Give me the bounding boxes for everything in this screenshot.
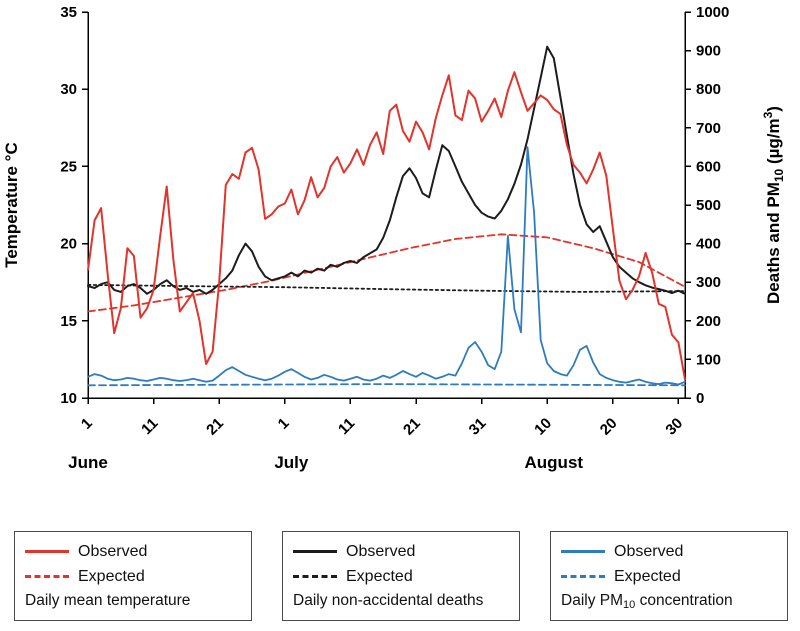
x-tick-label: 10 <box>531 415 555 439</box>
y-left-axis-title: Temperature °C <box>2 142 21 268</box>
x-tick-label: 30 <box>662 415 686 439</box>
y-left-tick-label: 25 <box>60 158 77 175</box>
series-temp-expected-line <box>87 233 686 313</box>
y-right-tick-label: 300 <box>696 274 721 291</box>
y-right-tick-label: 500 <box>696 197 721 214</box>
y-right-tick-label: 1000 <box>696 4 729 21</box>
legend-observed-label: Observed <box>78 542 148 560</box>
y-left-tick-label: 30 <box>60 81 77 98</box>
legend-observed-line-pm10 <box>561 550 605 553</box>
y-right-tick-label: 0 <box>696 390 704 407</box>
text-part: Daily PM <box>561 592 624 609</box>
series-temp-observed-line <box>87 71 686 381</box>
legend-box-temperature: Observed Expected Daily mean temperature <box>14 531 252 621</box>
text-part: 10 <box>623 599 636 611</box>
legend-row-expected: Expected <box>561 564 777 589</box>
legend-observed-label: Observed <box>614 542 684 560</box>
legend-row-observed: Observed <box>561 539 777 564</box>
legend-caption-pm10: Daily PM10 concentration <box>561 592 777 611</box>
y-left-tick-label: 10 <box>60 390 77 407</box>
legend-row-expected: Expected <box>25 564 241 589</box>
series-pm10-expected-line <box>87 383 686 387</box>
legend-expected-label: Expected <box>78 567 145 585</box>
legend-expected-line-temperature <box>25 575 69 578</box>
axis-title-part: 3 <box>761 111 775 118</box>
x-tick-label: 11 <box>335 415 358 438</box>
legend-caption-deaths: Daily non-accidental deaths <box>293 592 509 610</box>
legend-caption-temperature: Daily mean temperature <box>25 592 241 610</box>
y-left-tick-label: 20 <box>60 236 77 253</box>
series-deaths-observed-line <box>87 45 686 295</box>
y-right-axis-title: Deaths and PM10 (µg/m3) <box>761 106 786 304</box>
legend: Observed Expected Daily mean temperature… <box>14 531 788 621</box>
text-part: concentration <box>635 592 733 609</box>
legend-row-observed: Observed <box>293 539 509 564</box>
month-label-july: July <box>274 453 309 472</box>
legend-expected-label: Expected <box>346 567 413 585</box>
month-label-august: August <box>525 453 584 472</box>
y-left-tick-label: 35 <box>60 4 77 21</box>
month-label-june: June <box>68 453 108 472</box>
axis-title-part: ) <box>764 106 783 112</box>
legend-box-deaths: Observed Expected Daily non-accidental d… <box>282 531 520 621</box>
series-deaths-expected-line <box>87 283 686 293</box>
y-right-tick-label: 100 <box>696 351 721 368</box>
x-tick-label: 20 <box>597 415 621 439</box>
legend-box-pm10: Observed Expected Daily PM10 concentrati… <box>550 531 788 621</box>
legend-expected-line-pm10 <box>561 575 605 578</box>
legend-observed-line-temperature <box>25 550 69 553</box>
legend-expected-label: Expected <box>614 567 681 585</box>
legend-row-expected: Expected <box>293 564 509 589</box>
y-right-tick-label: 400 <box>696 236 721 253</box>
x-tick-label: 1 <box>78 415 96 433</box>
y-right-tick-label: 700 <box>696 120 721 137</box>
axis-title-part: 10 <box>772 168 786 182</box>
x-tick-label: 21 <box>400 415 424 439</box>
legend-observed-line-deaths <box>293 550 337 553</box>
text-part: Daily non-accidental deaths <box>293 592 484 609</box>
text-part: Daily mean temperature <box>25 592 191 609</box>
legend-observed-label: Observed <box>346 542 416 560</box>
y-right-tick-label: 900 <box>696 43 721 60</box>
x-tick-label: 11 <box>138 415 161 438</box>
x-tick-label: 1 <box>275 415 293 433</box>
series-pm10-observed-line <box>87 146 686 386</box>
legend-expected-line-deaths <box>293 575 337 578</box>
y-right-tick-label: 200 <box>696 313 721 330</box>
x-tick-label: 31 <box>466 415 490 439</box>
y-left-tick-label: 15 <box>60 313 77 330</box>
y-right-tick-label: 800 <box>696 81 721 98</box>
legend-row-observed: Observed <box>25 539 241 564</box>
axis-title-part: Deaths and PM <box>764 182 783 304</box>
y-right-tick-label: 600 <box>696 158 721 175</box>
x-tick-label: 21 <box>203 415 227 439</box>
chart-figure: 3530252015101000900800700600500400300200… <box>2 4 786 472</box>
axis-title-part: (µg/m <box>764 118 783 168</box>
